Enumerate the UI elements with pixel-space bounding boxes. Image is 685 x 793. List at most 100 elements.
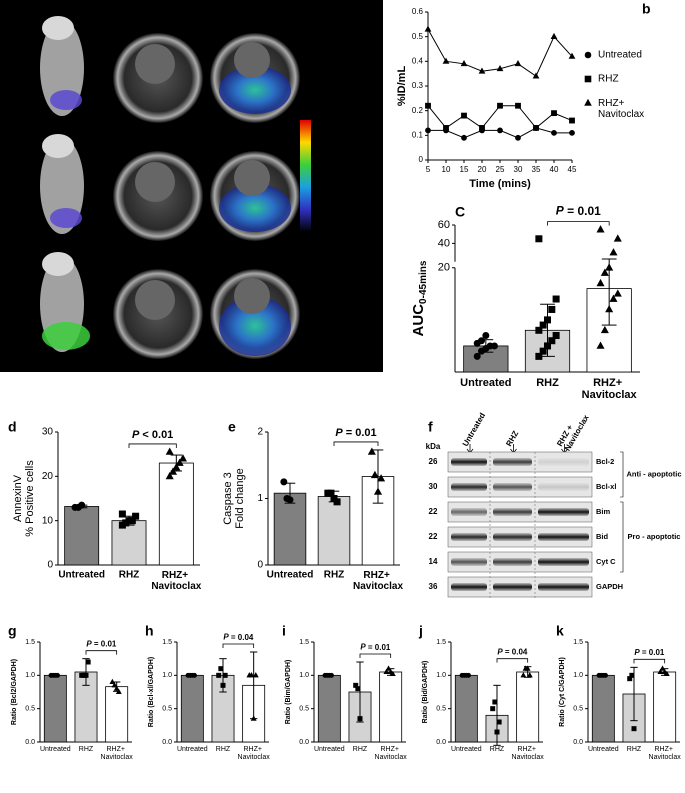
point (659, 665, 666, 671)
kda-label: kDa (426, 442, 441, 451)
bar (105, 686, 129, 743)
x-tick-label: RHZ (627, 746, 642, 753)
point (250, 715, 257, 721)
column-label: PET/CT (232, 3, 278, 18)
legend-label: RHZ+ Navitoclax (598, 98, 644, 120)
y-tick-label: 0.5 (412, 32, 424, 41)
row-kda: 26 (429, 457, 438, 466)
blot-band (538, 533, 589, 541)
point (78, 501, 86, 509)
x-tick-label: 5 (426, 165, 431, 174)
x-tick-label: 20 (478, 165, 487, 174)
bar (454, 674, 478, 743)
bar (273, 492, 307, 566)
x-tick-label: RHZ+ Navitoclax (353, 570, 403, 592)
point (132, 512, 140, 520)
y-tick-label: 0.1 (412, 130, 424, 139)
y-tick-label: 0.0 (299, 739, 309, 746)
point (460, 60, 468, 67)
y-tick-label: 0.5 (299, 706, 309, 713)
panel-letter: g (8, 623, 17, 639)
point (496, 719, 502, 725)
y-tick-label: 0.2 (412, 106, 424, 115)
y-tick-label: 1.5 (162, 639, 172, 646)
x-tick-label: Untreated (267, 570, 314, 581)
y-tick-label: 1.0 (573, 672, 583, 679)
y-tick-label: 0.6 (412, 7, 424, 16)
point (109, 678, 116, 685)
row-label: Bim (596, 507, 611, 516)
point (111, 682, 118, 688)
x-tick-label: RHZ+ Navitoclax (512, 746, 545, 761)
x-tick-label: Untreated (177, 746, 208, 753)
series-line (427, 105, 573, 129)
x-tick-label: RHZ (119, 570, 140, 581)
bar (317, 496, 351, 566)
point (539, 321, 547, 329)
point (165, 447, 174, 455)
row-kda: 22 (429, 532, 438, 541)
x-tick-label: RHZ+ Navitoclax (101, 746, 134, 761)
row-kda: 30 (429, 482, 438, 491)
x-tick-label: 45 (568, 165, 577, 174)
point (115, 688, 122, 695)
point (373, 487, 383, 495)
point (355, 686, 361, 692)
panel-letter: h (145, 623, 154, 639)
point (442, 57, 450, 64)
point (629, 672, 635, 678)
point (482, 332, 490, 340)
point (494, 729, 500, 735)
bar (158, 462, 194, 566)
bar (43, 674, 67, 743)
point (600, 325, 609, 334)
row-label: GAPDH (596, 582, 623, 591)
point (328, 672, 334, 678)
y-tick-label: 0 (419, 155, 424, 164)
y-axis-label-main: Ratio (Bim/GAPDH) (285, 660, 292, 725)
point (657, 668, 664, 675)
x-tick-label: 10 (442, 165, 451, 174)
significance-bracket (633, 658, 666, 664)
blot-band (538, 458, 589, 466)
row-label: Bcl-2 (596, 457, 614, 466)
point (613, 289, 622, 297)
mip-skull (42, 134, 74, 158)
significance-bracket (128, 443, 177, 448)
y-tick-label: 1.5 (573, 639, 583, 646)
column-label: MIP (56, 3, 79, 18)
point (54, 672, 60, 678)
point (178, 454, 187, 462)
panel-letter: e (228, 419, 236, 435)
x-tick-label: Untreated (314, 746, 345, 753)
y-axis-label: AUC0-45mins (410, 260, 429, 336)
point (85, 659, 91, 665)
row-label: Bid (596, 532, 609, 541)
x-tick-label: Untreated (588, 746, 619, 753)
row-kda: 14 (429, 557, 438, 566)
pet-heart (234, 42, 270, 78)
y-tick-label: 1.0 (436, 672, 446, 679)
point (490, 706, 496, 712)
point (605, 263, 614, 271)
pet-heart (234, 278, 270, 314)
point (609, 248, 618, 256)
point (532, 72, 540, 79)
row-kda: 22 (429, 507, 438, 516)
p-value: P = 0.01 (360, 643, 391, 652)
x-tick-label: 35 (532, 165, 541, 174)
point (596, 225, 605, 233)
point (609, 294, 618, 302)
bar (317, 674, 341, 743)
point (383, 668, 390, 675)
point (286, 496, 294, 504)
blot-band (451, 533, 487, 541)
row-label: Untreated (7, 48, 22, 109)
point (548, 305, 556, 313)
point (461, 134, 467, 141)
point (613, 234, 622, 242)
point (515, 102, 521, 109)
point (370, 470, 379, 479)
point (220, 682, 226, 688)
point (539, 347, 547, 355)
